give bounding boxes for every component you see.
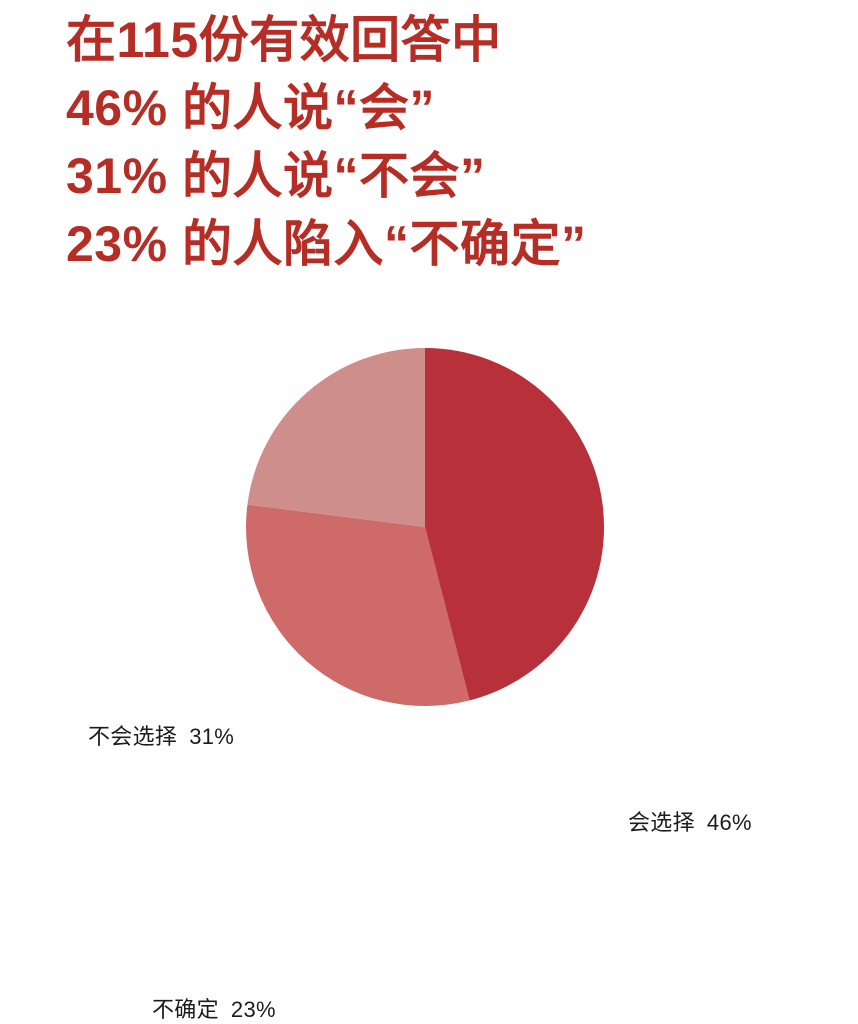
pie-label-yes-name: 会选择 bbox=[628, 810, 695, 835]
pie-slice-yes[interactable] bbox=[425, 348, 605, 701]
pie-label-yes: 会选择 46% bbox=[628, 805, 752, 837]
headline-block: 在115份有效回答中 46% 的人说“会” 31% 的人说“不会” 23% 的人… bbox=[66, 6, 806, 278]
headline-line-3: 31% 的人说“不会” bbox=[66, 148, 486, 204]
headline-line-1: 在115份有效回答中 bbox=[66, 12, 502, 68]
headline-line-4: 23% 的人陷入“不确定” bbox=[66, 216, 587, 272]
pie-chart-area: 不会选择 31% 会选择 46% 不确定 23% bbox=[0, 300, 858, 1022]
pie-label-no-percent: 31% bbox=[189, 724, 235, 749]
pie-label-yes-percent: 46% bbox=[706, 810, 752, 835]
pie-chart-svg bbox=[245, 348, 605, 707]
pie-label-no-name: 不会选择 bbox=[88, 724, 178, 749]
headline-line-2: 46% 的人说“会” bbox=[66, 80, 435, 136]
pie-label-unsure-percent: 23% bbox=[230, 997, 276, 1022]
pie-slice-unsure[interactable] bbox=[247, 348, 425, 527]
infographic-canvas: 在115份有效回答中 46% 的人说“会” 31% 的人说“不会” 23% 的人… bbox=[0, 6, 858, 1022]
pie-label-unsure: 不确定 23% bbox=[152, 992, 276, 1024]
pie-slice-no[interactable] bbox=[245, 504, 470, 707]
pie-label-unsure-name: 不确定 bbox=[152, 997, 219, 1022]
pie-slices bbox=[245, 348, 605, 707]
pie-label-no: 不会选择 31% bbox=[88, 719, 234, 751]
